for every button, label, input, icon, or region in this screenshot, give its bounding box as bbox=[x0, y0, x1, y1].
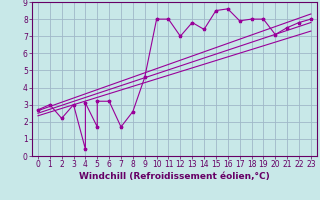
X-axis label: Windchill (Refroidissement éolien,°C): Windchill (Refroidissement éolien,°C) bbox=[79, 172, 270, 181]
